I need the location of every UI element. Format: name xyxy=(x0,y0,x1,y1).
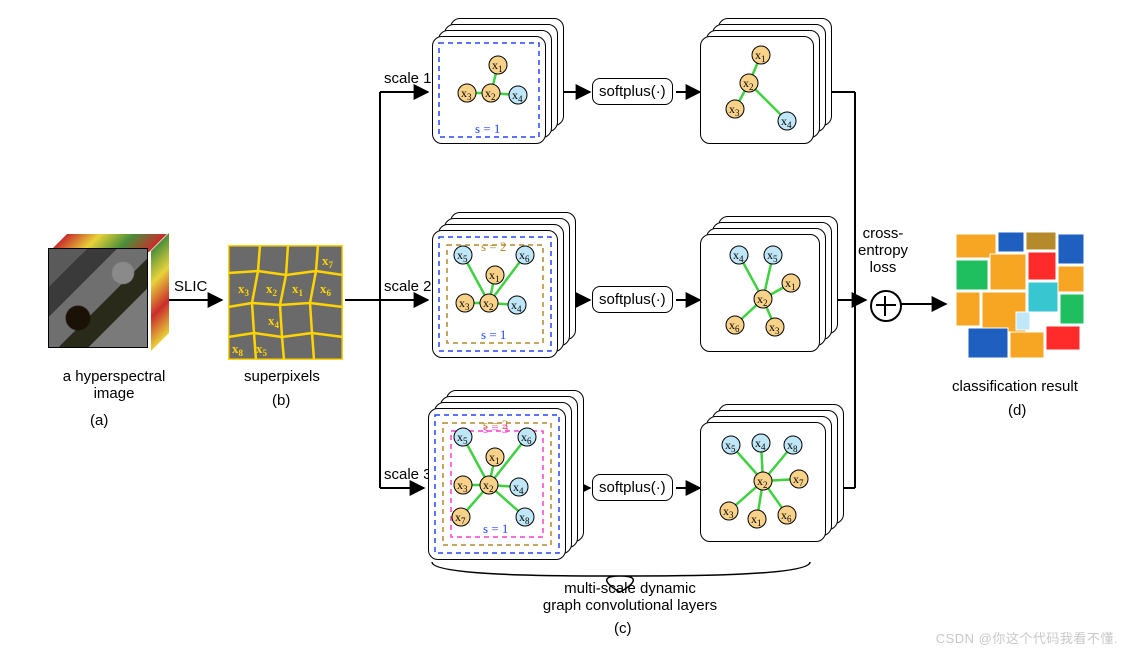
svg-text:s = 1: s = 1 xyxy=(481,327,506,342)
label-classresult: classification result xyxy=(952,378,1078,395)
label-brace: multi-scale dynamic graph convolutional … xyxy=(520,580,740,614)
label-scale3: scale 3 xyxy=(384,466,432,483)
svg-text:x5: x5 xyxy=(256,341,268,358)
label-hyperspectral: a hyperspectral image xyxy=(44,368,184,402)
superpixels-block: x1 x2 x3 x4 x5 x6 x7 x8 xyxy=(228,245,343,360)
scale1-stack: s = 1x1x2x3x4 xyxy=(432,36,562,160)
label-b: (b) xyxy=(272,392,290,409)
hyperspectral-cube xyxy=(48,248,153,353)
label-d: (d) xyxy=(1008,402,1026,419)
svg-text:x8: x8 xyxy=(232,341,244,358)
label-c: (c) xyxy=(614,620,632,637)
svg-text:s = 1: s = 1 xyxy=(475,121,500,136)
svg-text:x4: x4 xyxy=(268,313,280,330)
scale2-stack: s = 1s = 2x5x6x1x2x3x4 xyxy=(432,230,574,374)
label-superpixels: superpixels xyxy=(244,368,320,385)
label-scale1: scale 1 xyxy=(384,70,432,87)
svg-text:x2: x2 xyxy=(266,281,278,298)
output1-stack: x1x2x3x4 xyxy=(700,36,830,160)
watermark: CSDN @你这个代码我看不懂. xyxy=(936,628,1118,647)
scale3-stack: s = 1s = 2s = 3x5x6x1x2x3x4x7x8 xyxy=(428,408,582,576)
output3-stack: x5x4x8x7x2x3x1x6 xyxy=(700,422,842,558)
softplus-3: softplus(·) xyxy=(592,474,673,501)
sum-node xyxy=(870,290,902,322)
label-scale2: scale 2 xyxy=(384,278,432,295)
output2-stack: x4x5x1x2x6x3 xyxy=(700,234,836,368)
softplus-1: softplus(·) xyxy=(592,78,673,105)
label-a: (a) xyxy=(90,412,108,429)
svg-text:s = 2: s = 2 xyxy=(481,239,506,254)
svg-text:x6: x6 xyxy=(320,281,332,298)
diagram-canvas: a hyperspectral image (a) SLIC xyxy=(0,0,1126,651)
classification-map xyxy=(950,228,1090,368)
softplus-2: softplus(·) xyxy=(592,286,673,313)
svg-text:x1: x1 xyxy=(292,281,304,298)
svg-text:x3: x3 xyxy=(238,281,250,298)
label-slic: SLIC xyxy=(174,278,207,295)
svg-text:s = 1: s = 1 xyxy=(483,521,508,536)
svg-text:s = 3: s = 3 xyxy=(483,421,508,436)
label-crossentropy: cross- entropy loss xyxy=(858,225,908,276)
svg-text:x7: x7 xyxy=(322,253,334,270)
